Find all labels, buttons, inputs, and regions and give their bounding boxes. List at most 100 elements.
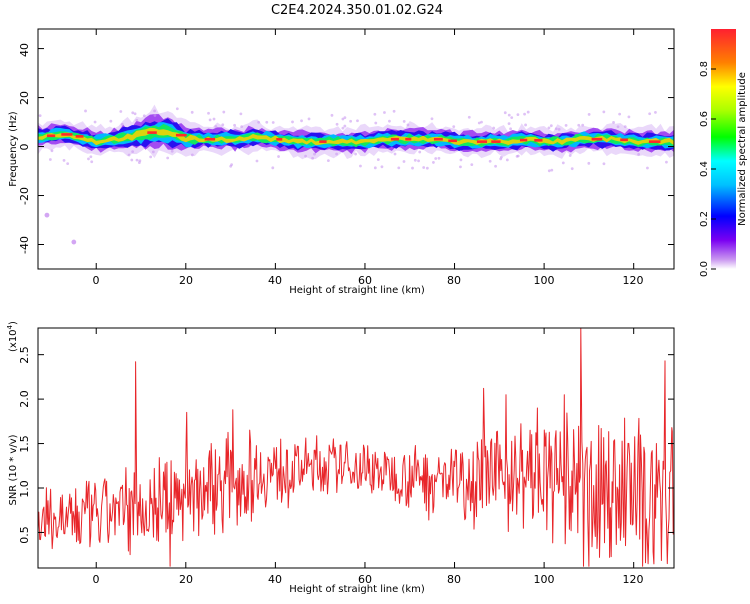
spectral-speck <box>523 112 526 116</box>
spectral-speck <box>402 160 406 163</box>
spectral-speck <box>90 160 94 164</box>
spectral-speck <box>239 112 243 116</box>
y-multiplier-exponent: 4 <box>6 324 14 329</box>
spectral-speck <box>311 156 315 160</box>
spectral-speck <box>413 158 417 162</box>
spectral-speck <box>623 125 627 129</box>
bottom-x-tick-label: 20 <box>179 573 193 586</box>
spectral-peak <box>204 137 216 141</box>
spectral-speck <box>570 167 574 171</box>
spectral-speck <box>383 111 386 114</box>
spectral-speck <box>48 158 52 161</box>
top-x-tick-label: 20 <box>179 274 193 287</box>
bottom-axis-ticks <box>38 328 674 568</box>
spectral-speck <box>151 150 155 154</box>
spectral-speck <box>602 110 606 114</box>
spectral-speck <box>425 166 429 170</box>
top-axis-ticks <box>38 29 674 269</box>
spectral-speck <box>66 162 70 166</box>
spectral-speck <box>343 124 347 128</box>
top-x-tick-label: 100 <box>534 274 555 287</box>
colorbar-tick-label: 0.0 <box>699 261 710 277</box>
snr-series-line <box>38 328 674 567</box>
spectral-speck <box>127 153 131 157</box>
spectral-speck <box>89 155 93 159</box>
top-x-axis-label: Height of straight line (km) <box>289 285 425 296</box>
spectral-speck <box>373 112 377 116</box>
spectral-speck <box>291 120 294 124</box>
bottom-x-tick-label: 100 <box>534 573 555 586</box>
spectral-outlier <box>71 239 77 245</box>
spectral-speck <box>581 123 585 127</box>
spectral-speck <box>392 109 396 113</box>
spectral-speck <box>233 123 236 127</box>
spectral-speck <box>637 153 641 156</box>
spectral-peak <box>476 140 488 143</box>
spectral-speck <box>356 119 359 123</box>
spectral-speck <box>271 166 275 170</box>
spectral-speck <box>510 116 514 120</box>
spectral-speck <box>207 111 210 115</box>
spectral-speck <box>503 111 507 115</box>
spectral-speck <box>516 154 520 158</box>
spectral-speck <box>507 122 511 126</box>
spectral-speck <box>153 114 157 117</box>
spectral-speck <box>492 126 496 130</box>
spectral-speck <box>374 121 378 125</box>
spectral-speck <box>137 161 141 164</box>
spectral-speck <box>131 111 135 115</box>
spectral-peak <box>433 137 443 141</box>
spectral-speck <box>587 161 591 165</box>
spectral-speck <box>418 150 422 154</box>
spectral-speck <box>257 120 261 124</box>
spectral-speck <box>109 119 113 123</box>
spectral-speck <box>388 119 391 123</box>
spectral-speck <box>577 123 581 127</box>
spectral-speck <box>402 120 406 123</box>
spectral-peak <box>620 138 628 142</box>
spectral-speck <box>467 115 471 119</box>
top-y-axis-label: Frequency (Hz) <box>8 111 19 187</box>
spectral-speck <box>149 155 153 159</box>
spectrogram-ridge <box>38 104 674 245</box>
top-plot-frame <box>37 28 675 270</box>
spectral-peak <box>175 133 187 137</box>
spectral-speck <box>221 123 225 127</box>
bottom-y-tick-label: 0.5 <box>18 526 31 544</box>
y-multiplier-close: ) <box>8 321 19 325</box>
spectral-speck <box>307 117 311 121</box>
spectral-speck <box>612 121 615 124</box>
spectral-speck <box>133 112 137 116</box>
spectral-speck <box>526 110 530 114</box>
top-y-tick-label: 0 <box>18 144 31 151</box>
spectral-speck <box>524 123 527 127</box>
spectral-speck <box>564 123 568 127</box>
spectral-speck <box>665 160 668 164</box>
spectral-speck <box>411 166 414 170</box>
spectral-speck <box>488 159 492 163</box>
spectral-speck <box>509 127 513 131</box>
spectral-speck <box>432 161 435 164</box>
spectral-speck <box>354 152 357 156</box>
spectral-peak <box>319 140 327 143</box>
spectral-speck <box>587 113 591 116</box>
spectral-speck <box>393 152 397 156</box>
spectral-speck <box>341 117 345 121</box>
figure-title: C2E4.2024.350.01.02.G24 <box>271 3 443 18</box>
spectral-speck <box>119 110 123 113</box>
spectral-speck <box>417 159 420 163</box>
bottom-plot-frame <box>37 327 675 569</box>
top-x-tick-label: 40 <box>268 274 282 287</box>
spectral-speck <box>300 119 303 123</box>
spectral-speck <box>373 166 377 170</box>
colorbar-tick-label: 0.2 <box>699 211 710 227</box>
spectral-speck <box>120 122 124 126</box>
spectral-speck <box>376 158 380 162</box>
bottom-y-axis-label: SNR (10 * v/v) <box>8 434 19 505</box>
top-y-tick-label: -20 <box>18 187 31 205</box>
spectral-speck <box>516 113 520 116</box>
spectral-speck <box>406 123 410 127</box>
spectral-speck <box>505 158 509 162</box>
spectral-speck <box>265 120 269 124</box>
